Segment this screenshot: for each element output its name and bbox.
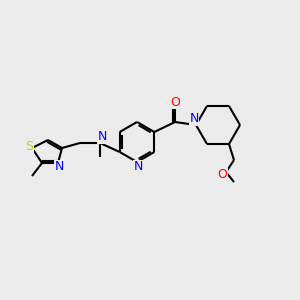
Text: N: N [97, 130, 107, 143]
Text: N: N [189, 112, 199, 125]
Text: O: O [170, 95, 180, 109]
Text: O: O [217, 168, 227, 181]
Text: N: N [54, 160, 64, 173]
Text: S: S [25, 140, 33, 154]
Text: N: N [133, 160, 143, 173]
